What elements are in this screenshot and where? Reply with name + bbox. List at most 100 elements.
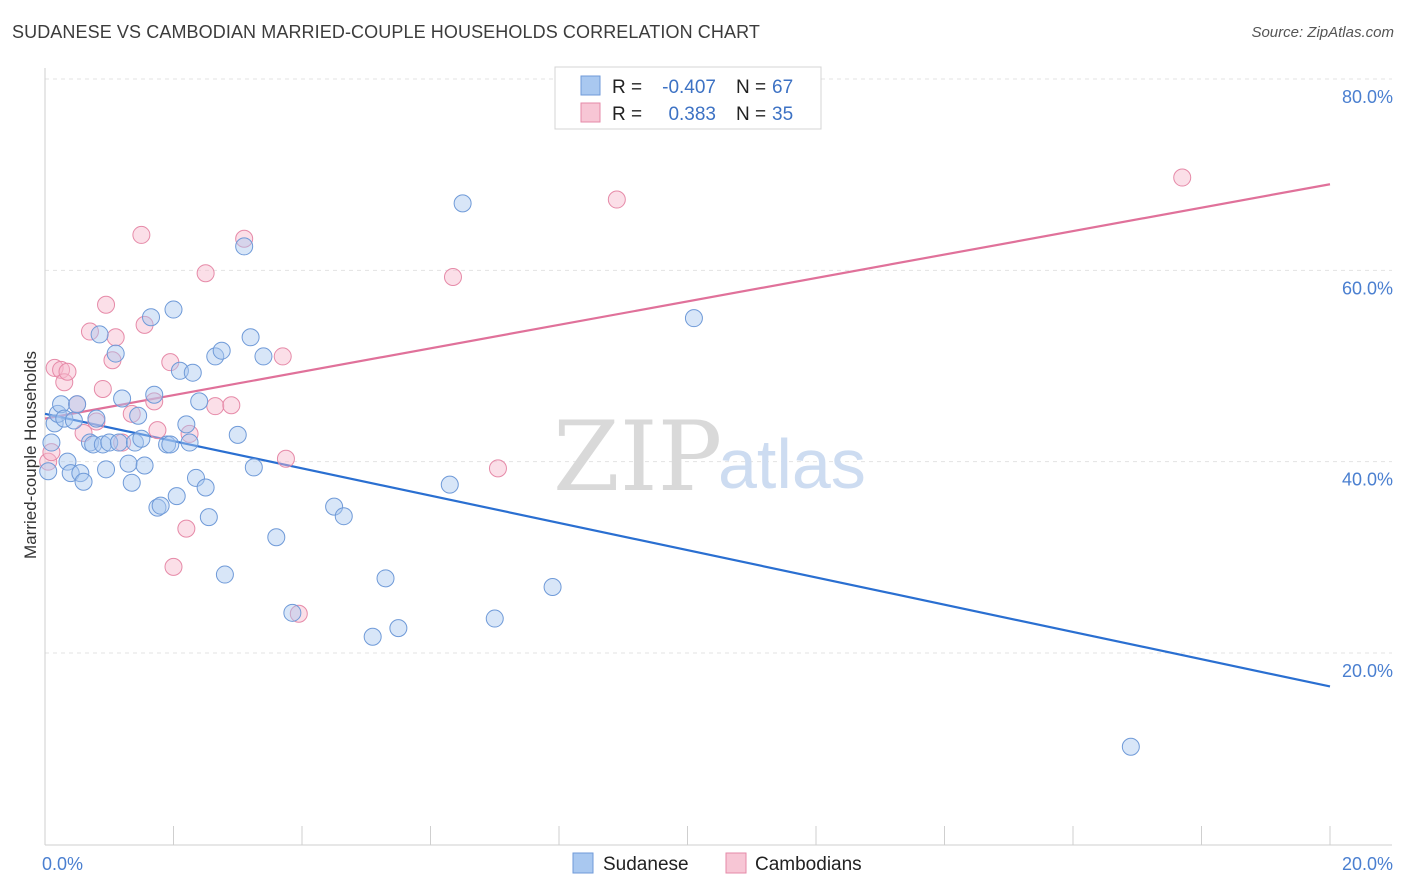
axes [44,68,1392,846]
cambodian-point-21 [164,557,183,576]
y-tick-label-80: 80.0% [1342,87,1393,107]
sudanese-point-53 [283,603,302,622]
sudanese-point-52 [267,528,286,547]
sudanese-point-48 [235,237,254,256]
sudanese-point-16 [93,435,112,454]
cambodian-point-10 [93,379,112,398]
sudanese-point-9 [68,395,87,414]
sudanese-point-2 [45,414,64,433]
sudanese-point-31 [151,496,170,515]
sudanese-point-51 [254,347,273,366]
cambodian-point-33 [607,190,626,209]
watermark-atlas: atlas [718,425,866,503]
sudanese-point-61 [485,609,504,628]
sudanese-point-54 [325,497,344,516]
cambodian-point-32 [488,459,507,478]
cambodian-point-11 [97,295,116,314]
sudanese-point-6 [58,452,77,471]
sudanese-point-63 [684,309,703,328]
x-tick-label-0: 0.0% [42,854,83,874]
sudanese-point-14 [87,409,106,428]
y-axis-label: Married-couple Households [21,351,40,559]
legend-swatch-cambodian [580,102,601,123]
cambodian-point-16 [132,225,151,244]
sudanese-point-49 [241,328,260,347]
sudanese-point-50 [244,458,263,477]
sudanese-point-62 [543,577,562,596]
y-tick-label-40: 40.0% [1342,470,1393,490]
trend-lines [44,183,1331,688]
cambodian-points [39,168,1192,623]
sudanese-point-20 [109,433,128,452]
sudanese-point-25 [129,406,148,425]
cambodian-point-19 [148,421,167,440]
sudanese-point-47 [228,425,247,444]
sudanese-point-17 [97,460,116,479]
bottom-legend-label-sudanese: Sudanese [603,854,689,875]
sudanese-point-28 [142,308,161,327]
legend-r-label-sudanese: R = [612,77,642,98]
sudanese-point-23 [122,473,141,492]
bottom-legend-swatch-cambodian [725,852,747,874]
y-tick-label-20: 20.0% [1342,661,1393,681]
sudanese-point-42 [196,478,215,497]
sudanese-point-57 [376,569,395,588]
sudanese-point-64 [1121,737,1140,756]
correlation-legend: R = -0.407 N = 67 R = 0.383 N = 35 [554,66,822,130]
cambodian-point-0 [39,452,58,471]
sudanese-point-40 [186,468,205,487]
sudanese-point-41 [190,392,209,411]
sudanese-point-55 [334,507,353,526]
sudanese-trend-line [44,412,1331,688]
sudanese-point-4 [52,395,71,414]
tick-labels: 20.0% 40.0% 60.0% 80.0% 0.0% 20.0% [42,87,1393,874]
sudanese-point-21 [113,389,132,408]
sudanese-point-7 [61,464,80,483]
sudanese-point-1 [42,433,61,452]
cambodian-trend-line [44,183,1331,420]
sudanese-point-30 [148,498,167,517]
sudanese-point-13 [84,435,103,454]
sudanese-point-22 [119,454,138,473]
x-tick-label-1: 20.0% [1342,854,1393,874]
legend-n-label-sudanese: N = [736,77,766,98]
sudanese-point-29 [145,385,164,404]
cambodian-point-29 [276,449,295,468]
sudanese-point-35 [167,487,186,506]
legend-n-value-cambodian: 35 [772,104,793,125]
source-credit: Source: ZipAtlas.com [1251,24,1394,41]
bottom-legend-label-cambodian: Cambodians [755,854,862,875]
cambodian-point-5 [58,362,77,381]
legend-swatch-sudanese [580,75,601,96]
gridlines [45,78,1392,654]
sudanese-point-0 [39,462,58,481]
sudanese-point-45 [212,341,231,360]
sudanese-point-59 [440,475,459,494]
sudanese-point-39 [183,363,202,382]
legend-r-value-sudanese: -0.407 [662,77,716,98]
series-legend: Sudanese Cambodians [572,852,862,875]
cambodian-point-25 [206,397,225,416]
sudanese-point-11 [74,472,93,491]
sudanese-point-34 [164,300,183,319]
chart-title: SUDANESE VS CAMBODIAN MARRIED-COUPLE HOU… [12,22,760,42]
sudanese-point-18 [100,433,119,452]
sudanese-point-33 [161,435,180,454]
sudanese-points [39,194,1140,756]
cambodian-point-34 [1173,168,1192,187]
sudanese-point-58 [389,619,408,638]
sudanese-point-43 [199,508,218,527]
sudanese-point-15 [90,325,109,344]
cambodian-point-1 [42,443,61,462]
cambodian-point-27 [235,229,254,248]
cambodian-point-7 [74,423,93,442]
legend-n-label-cambodian: N = [736,104,766,125]
cambodian-point-17 [135,315,154,334]
sudanese-point-38 [180,433,199,452]
cambodian-point-26 [222,396,241,415]
sudanese-point-46 [215,565,234,584]
sudanese-point-27 [135,456,154,475]
cambodian-point-30 [289,604,308,623]
cambodian-point-22 [177,519,196,538]
